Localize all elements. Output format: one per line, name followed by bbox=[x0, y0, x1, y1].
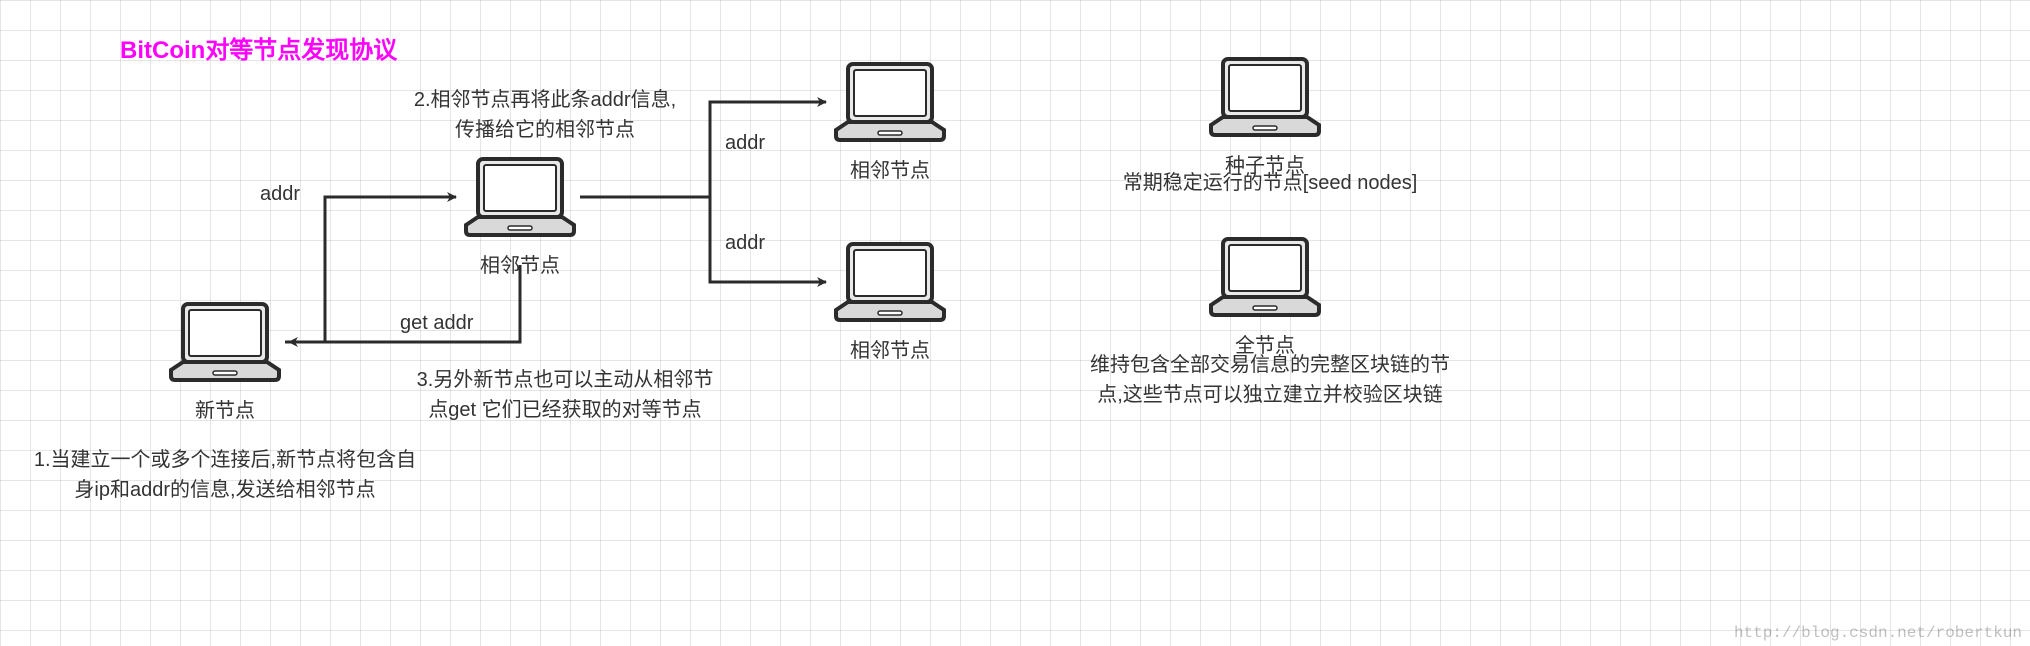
desc-3: 3.另外新节点也可以主动从相邻节 点get 它们已经获取的对等节点 bbox=[405, 365, 725, 425]
node-seed: 种子节点 bbox=[1205, 55, 1325, 178]
edge-label-addr-c-to-b: addr bbox=[725, 232, 765, 255]
edge-label-addr-new-to-c: addr bbox=[260, 183, 300, 206]
laptop-icon bbox=[1205, 235, 1325, 320]
laptop-icon bbox=[830, 60, 950, 145]
node-label: 相邻节点 bbox=[830, 334, 950, 363]
node-neighbor-top: 相邻节点 bbox=[830, 60, 950, 183]
laptop-icon bbox=[830, 240, 950, 325]
laptop-icon bbox=[165, 300, 285, 385]
desc-full: 维持包含全部交易信息的完整区块链的节 点,这些节点可以独立建立并校验区块链 bbox=[1085, 350, 1455, 410]
desc-1: 1.当建立一个或多个连接后,新节点将包含自 身ip和addr的信息,发送给相邻节… bbox=[30, 445, 420, 505]
watermark: http://blog.csdn.net/robertkun bbox=[1734, 624, 2022, 642]
node-new: 新节点 bbox=[165, 300, 285, 423]
diagram-title: BitCoin对等节点发现协议 bbox=[120, 30, 397, 65]
laptop-icon bbox=[460, 155, 580, 240]
desc-seed: 常期稳定运行的节点[seed nodes] bbox=[1115, 168, 1425, 198]
node-full: 全节点 bbox=[1205, 235, 1325, 358]
edge-label-addr-c-to-t: addr bbox=[725, 132, 765, 155]
node-neighbor-center: 相邻节点 bbox=[460, 155, 580, 278]
node-neighbor-bottom: 相邻节点 bbox=[830, 240, 950, 363]
edge-label-getaddr: get addr bbox=[400, 312, 473, 335]
desc-2: 2.相邻节点再将此条addr信息, 传播给它的相邻节点 bbox=[395, 85, 695, 145]
node-label: 相邻节点 bbox=[460, 249, 580, 278]
arrows-layer bbox=[0, 0, 2030, 646]
laptop-icon bbox=[1205, 55, 1325, 140]
diagram-stage: BitCoin对等节点发现协议 新节点 相邻节点 相邻节点 相邻节点 种子节点 … bbox=[0, 0, 2030, 646]
node-label: 新节点 bbox=[165, 394, 285, 423]
node-label: 相邻节点 bbox=[830, 154, 950, 183]
